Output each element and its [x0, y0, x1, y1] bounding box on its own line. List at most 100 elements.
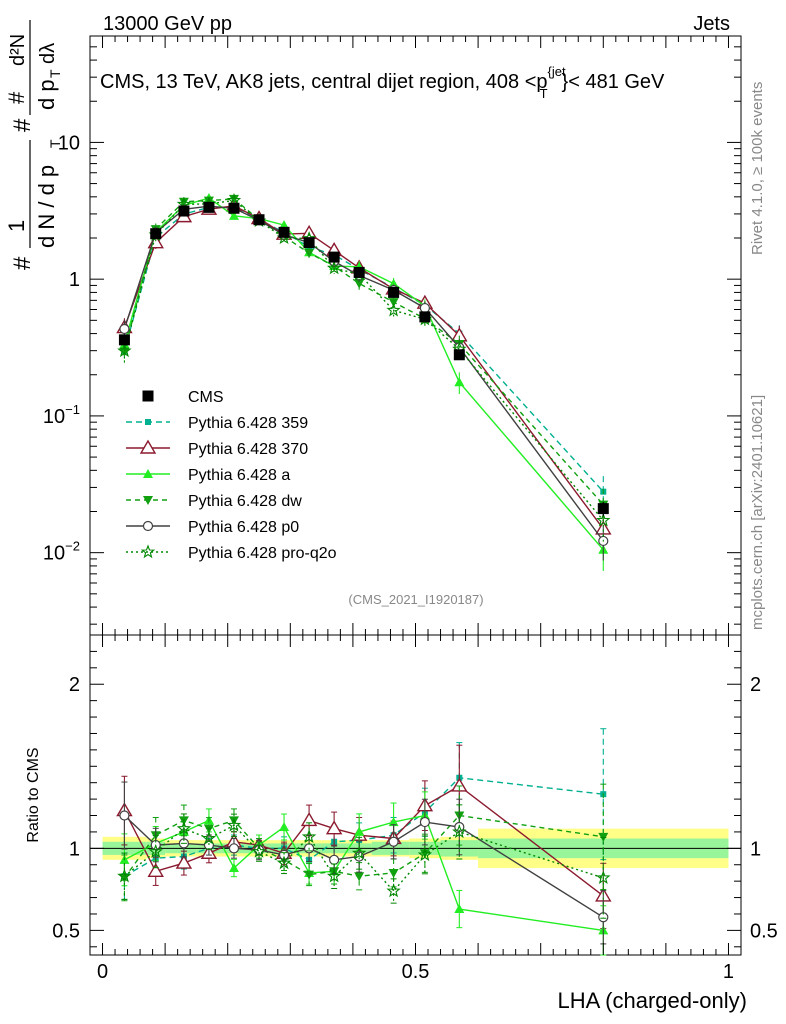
legend-entry: CMS: [142, 389, 224, 406]
data-point: [596, 512, 611, 527]
data-point: [203, 201, 215, 213]
data-point: [419, 311, 431, 323]
series-p0-ratio: [119, 781, 609, 945]
ratio-point: [596, 870, 611, 884]
legend-label: CMS: [188, 389, 224, 406]
plot-title: CMS, 13 TeV, AK8 jets, central dijet reg…: [100, 64, 665, 101]
ratio-y-tick-label-right: 1: [750, 838, 761, 860]
ratio-point: [148, 844, 163, 858]
data-point: [278, 226, 290, 238]
svg-text:1: 1: [4, 220, 29, 232]
legend-marker: [142, 520, 154, 532]
legend-marker: [140, 544, 156, 559]
legend-entry: Pythia 6.428 pro-q2o: [126, 544, 337, 562]
legend-label: Pythia 6.428 dw: [188, 493, 302, 510]
svg-text:T: T: [47, 69, 63, 78]
series-a-main: [119, 193, 609, 571]
series-370-ratio: [116, 744, 612, 930]
ratio-point: [388, 817, 399, 827]
svg-text:#: #: [9, 256, 36, 270]
y-axis-label: # 1 d N / d p T # # d p T d²N dλ: [4, 20, 63, 270]
svg-text:T: T: [47, 139, 63, 148]
ratio-point: [117, 868, 132, 883]
data-point: [119, 323, 130, 335]
data-point: [228, 194, 239, 204]
legend-marker: [139, 439, 157, 454]
ratio-point: [454, 904, 465, 914]
ratio-point: [300, 812, 318, 827]
legend-entry: Pythia 6.428 359: [126, 415, 308, 432]
ratio-point: [279, 822, 290, 831]
data-point: [328, 251, 340, 263]
legend-marker: [143, 469, 153, 478]
main-y-tick-label: 10−2: [43, 539, 80, 565]
data-point: [326, 260, 342, 275]
ratio-point: [147, 862, 164, 878]
legend-entry: Pythia 6.428 370: [126, 439, 308, 458]
main-y-tick-label: 1: [69, 269, 80, 291]
legend-label: Pythia 6.428 p0: [188, 519, 299, 536]
legend-label: Pythia 6.428 370: [188, 441, 308, 458]
ratio-point: [176, 821, 192, 835]
ratio-point: [417, 847, 433, 862]
main-y-tick-label: 10: [58, 132, 80, 154]
ratio-point: [326, 868, 342, 883]
series-cms-data: [118, 201, 609, 517]
ratio-point: [251, 844, 267, 858]
series-line: [123, 198, 604, 506]
ratio-point: [175, 854, 193, 869]
svg-text:d N / d p: d N / d p: [34, 165, 59, 248]
legend-marker: [143, 496, 153, 505]
series-line: [123, 205, 604, 542]
ratio-y-tick-label: 1: [69, 838, 80, 860]
mcplots-source-text: mcplots.cern.ch [arXiv:2401.10621]: [749, 395, 766, 630]
rivet-version-text: Rivet 4.1.0, ≥ 100k events: [749, 82, 766, 255]
x-axis-label: LHA (charged-only): [557, 988, 747, 1013]
ratio-point: [201, 830, 217, 845]
data-point: [303, 237, 315, 249]
legend-entry: Pythia 6.428 a: [126, 467, 290, 484]
series-proq2o-ratio: [117, 804, 611, 919]
data-point: [353, 266, 365, 278]
data-point: [118, 334, 130, 346]
series-line: [123, 814, 604, 879]
data-point: [386, 302, 401, 317]
analysis-watermark: (CMS_2021_I1920187): [348, 592, 483, 607]
ratio-point: [354, 872, 365, 882]
ratio-point: [304, 870, 315, 880]
x-tick-label: 0: [97, 961, 108, 983]
svg-text:#: #: [4, 91, 29, 104]
data-point: [178, 197, 189, 207]
legend-label: Pythia 6.428 pro-q2o: [188, 545, 337, 562]
axis-ticks: [90, 35, 741, 955]
ratio-point: [325, 820, 343, 835]
legend-marker: [145, 419, 151, 425]
ratio-point: [419, 849, 430, 859]
ratio-point: [388, 836, 399, 847]
ratio-point: [388, 868, 399, 878]
ratio-plot: [89, 634, 742, 956]
ratio-axis-label: Ratio to CMS: [25, 747, 42, 842]
data-point: [354, 279, 365, 289]
x-tick-label: 0.5: [402, 961, 430, 983]
ratio-point: [119, 810, 130, 821]
data-point: [304, 248, 315, 258]
ratio-point: [419, 816, 430, 828]
data-point: [178, 205, 190, 217]
ratio-y-tick-label: 2: [69, 674, 80, 696]
data-point: [454, 377, 465, 387]
ratio-point: [301, 829, 317, 843]
data-point: [228, 202, 240, 214]
legend-label: Pythia 6.428 a: [188, 467, 290, 484]
ratio-y-tick-label: 0.5: [52, 920, 80, 942]
svg-text:d p: d p: [34, 79, 59, 110]
data-point: [453, 349, 465, 361]
data-point: [279, 220, 290, 230]
series-a-ratio: [119, 791, 609, 956]
ratio-point: [452, 824, 467, 839]
ratio-point: [228, 863, 239, 873]
data-point: [388, 278, 399, 288]
ratio-point: [386, 883, 401, 898]
series-proq2o-main: [117, 192, 611, 542]
